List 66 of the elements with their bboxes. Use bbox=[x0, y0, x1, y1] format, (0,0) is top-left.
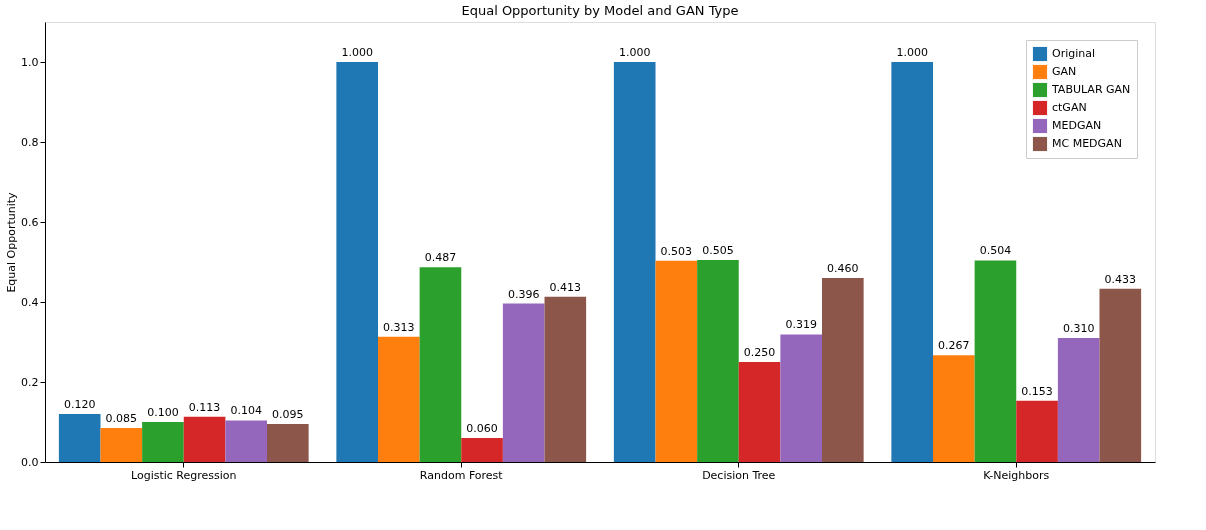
y-tick-label: 1.0 bbox=[21, 55, 39, 69]
chart-title: Equal Opportunity by Model and GAN Type bbox=[461, 3, 739, 18]
y-tick-label: 0.6 bbox=[21, 215, 39, 229]
bar bbox=[1099, 288, 1142, 462]
data-label: 0.267 bbox=[938, 339, 970, 353]
data-label: 0.250 bbox=[743, 346, 776, 359]
bar bbox=[225, 420, 267, 462]
data-label: 0.460 bbox=[827, 262, 859, 275]
legend-label: Original bbox=[1052, 47, 1096, 60]
bar bbox=[502, 303, 545, 462]
bar bbox=[267, 424, 309, 462]
bar bbox=[891, 62, 933, 462]
bar bbox=[461, 438, 503, 462]
data-label: 0.095 bbox=[272, 408, 304, 421]
legend-label: TABULAR GAN bbox=[1051, 83, 1131, 96]
bar bbox=[822, 278, 864, 462]
bar bbox=[336, 62, 378, 462]
x-tick-label: Random Forest bbox=[419, 468, 504, 482]
legend-label: ctGAN bbox=[1052, 101, 1087, 114]
bar bbox=[974, 260, 1017, 462]
bar bbox=[613, 62, 656, 462]
bar bbox=[933, 355, 975, 462]
data-label: 0.153 bbox=[1021, 384, 1053, 398]
bar bbox=[697, 260, 739, 462]
data-label: 0.413 bbox=[549, 280, 582, 294]
bar bbox=[1016, 400, 1058, 462]
data-label: 0.504 bbox=[979, 244, 1012, 258]
x-tick-label: Decision Tree bbox=[702, 468, 776, 482]
bar bbox=[544, 296, 587, 462]
bar bbox=[183, 416, 226, 462]
data-label: 0.319 bbox=[785, 318, 817, 332]
y-axis-title: Equal Opportunity bbox=[5, 191, 19, 293]
data-label: 1.000 bbox=[618, 46, 651, 59]
data-label: 0.113 bbox=[188, 400, 221, 414]
data-label: 0.313 bbox=[383, 320, 415, 334]
bar bbox=[378, 336, 420, 462]
y-tick-label: 0.8 bbox=[21, 135, 39, 149]
bar bbox=[738, 362, 781, 462]
legend-label: GAN bbox=[1052, 65, 1077, 78]
legend-label: MEDGAN bbox=[1052, 119, 1102, 132]
bar bbox=[780, 334, 822, 462]
y-tick-label: 0.2 bbox=[21, 375, 39, 389]
data-label: 0.487 bbox=[424, 251, 457, 265]
data-label: 0.085 bbox=[105, 412, 138, 425]
data-label: 0.104 bbox=[230, 404, 262, 418]
data-label: 0.396 bbox=[507, 287, 540, 301]
bar bbox=[100, 428, 143, 462]
data-label: 1.000 bbox=[896, 46, 928, 59]
bar bbox=[419, 267, 462, 462]
x-tick-label: K-Neighbors bbox=[983, 468, 1050, 482]
x-tick-label: Logistic Regression bbox=[130, 468, 237, 482]
bar bbox=[58, 414, 101, 462]
data-label: 0.503 bbox=[660, 244, 693, 258]
data-label: 0.060 bbox=[466, 422, 498, 435]
bar bbox=[655, 260, 698, 462]
data-label: 0.505 bbox=[702, 244, 734, 257]
bar bbox=[1057, 338, 1100, 462]
y-tick-label: 0.0 bbox=[21, 455, 39, 469]
data-label: 0.120 bbox=[63, 398, 96, 411]
data-label: 0.310 bbox=[1062, 322, 1095, 335]
data-label: 0.100 bbox=[147, 406, 179, 419]
data-label: 0.433 bbox=[1104, 272, 1137, 286]
data-label: 1.000 bbox=[341, 46, 373, 59]
y-tick-label: 0.4 bbox=[21, 295, 39, 309]
legend-label: MC MEDGAN bbox=[1052, 137, 1122, 150]
bar bbox=[142, 422, 184, 462]
